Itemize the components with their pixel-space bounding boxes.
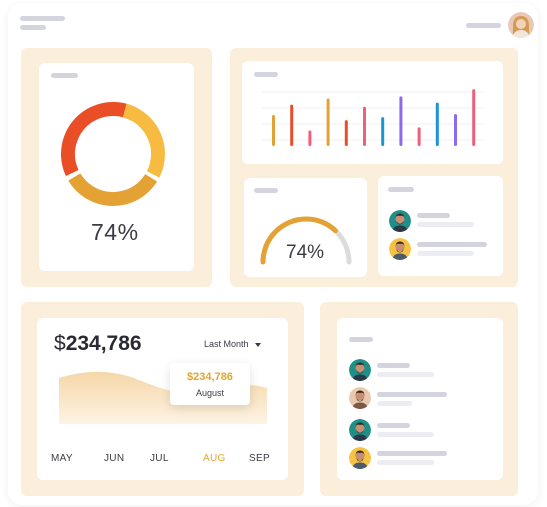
person-2-name-placeholder <box>417 242 487 247</box>
bar-4 <box>326 98 330 146</box>
month-label-jul: JUL <box>150 453 169 464</box>
month-label-may: MAY <box>51 453 73 464</box>
male-avatar-teal-icon[interactable] <box>349 359 371 381</box>
bar-6 <box>363 106 366 146</box>
period-dropdown[interactable]: Last Month <box>204 339 261 349</box>
bar-8 <box>399 96 403 146</box>
month-label-sep: SEP <box>249 453 270 464</box>
bar-7 <box>381 117 385 146</box>
donut-percent-label: 74% <box>91 219 139 245</box>
bar-1 <box>272 115 275 146</box>
bar-5 <box>344 120 348 146</box>
donut-segment-gold <box>61 102 165 206</box>
profile-avatar-icon[interactable] <box>508 12 534 38</box>
list-person-1-name-placeholder <box>377 363 410 368</box>
people-card-small-title-placeholder <box>388 187 414 192</box>
list-person-4-name-placeholder <box>377 451 447 456</box>
gauge-fill <box>260 216 352 265</box>
people-card-large-title-placeholder <box>349 337 373 342</box>
month-label-aug[interactable]: AUG <box>203 453 226 464</box>
donut-card-title-placeholder <box>51 73 78 78</box>
bar-chart-gridlines <box>262 91 484 141</box>
male-avatar-teal-icon[interactable] <box>389 210 411 232</box>
revenue-amount-value: 234,786 <box>65 332 142 355</box>
person-1-name-placeholder <box>417 213 450 218</box>
list-person-2-detail-placeholder <box>377 401 412 406</box>
month-label-jun: JUN <box>104 453 125 464</box>
tooltip-month: August <box>195 388 225 398</box>
revenue-area <box>59 371 267 424</box>
gauge-title-placeholder <box>254 188 278 193</box>
tooltip-value: $234,786 <box>187 371 233 383</box>
bar-2 <box>290 104 294 146</box>
donut-chart <box>60 102 165 206</box>
header-title-placeholder <box>20 16 65 21</box>
header-user-name-placeholder <box>466 23 501 28</box>
list-person-3-name-placeholder <box>377 423 410 428</box>
bar-chart-title-placeholder <box>254 72 278 77</box>
donut-segment-red <box>60 102 165 206</box>
revenue-currency: $ <box>54 332 66 355</box>
bar-chart <box>262 89 484 146</box>
revenue-amount: $234,786 <box>54 332 142 356</box>
list-person-2-name-placeholder <box>377 392 447 397</box>
person-2-detail-placeholder <box>417 251 474 256</box>
list-person-1-detail-placeholder <box>377 372 434 377</box>
period-dropdown-label: Last Month <box>204 339 249 349</box>
bar-3 <box>308 130 312 146</box>
list-person-3-detail-placeholder <box>377 432 434 437</box>
chevron-down-icon <box>254 342 261 347</box>
male-avatar-teal-icon[interactable] <box>349 419 371 441</box>
bar-chart-card <box>242 61 503 164</box>
bar-10 <box>435 102 439 146</box>
male-avatar-yellow-icon[interactable] <box>349 447 371 469</box>
list-person-4-detail-placeholder <box>377 460 434 465</box>
bar-9 <box>417 127 421 146</box>
male-avatar-yellow-icon[interactable] <box>389 238 411 260</box>
revenue-area-chart <box>59 371 267 424</box>
donut-segment-orange <box>61 102 165 206</box>
bar-12 <box>472 89 476 146</box>
male-avatar-beige-icon[interactable] <box>349 387 371 409</box>
header-subtitle-placeholder <box>20 25 46 30</box>
gauge-percent-label: 74% <box>286 242 325 263</box>
person-1-detail-placeholder <box>417 222 474 227</box>
revenue-tooltip: $234,786 August <box>170 363 250 405</box>
bar-11 <box>454 113 457 146</box>
gauge-chart <box>260 216 352 265</box>
